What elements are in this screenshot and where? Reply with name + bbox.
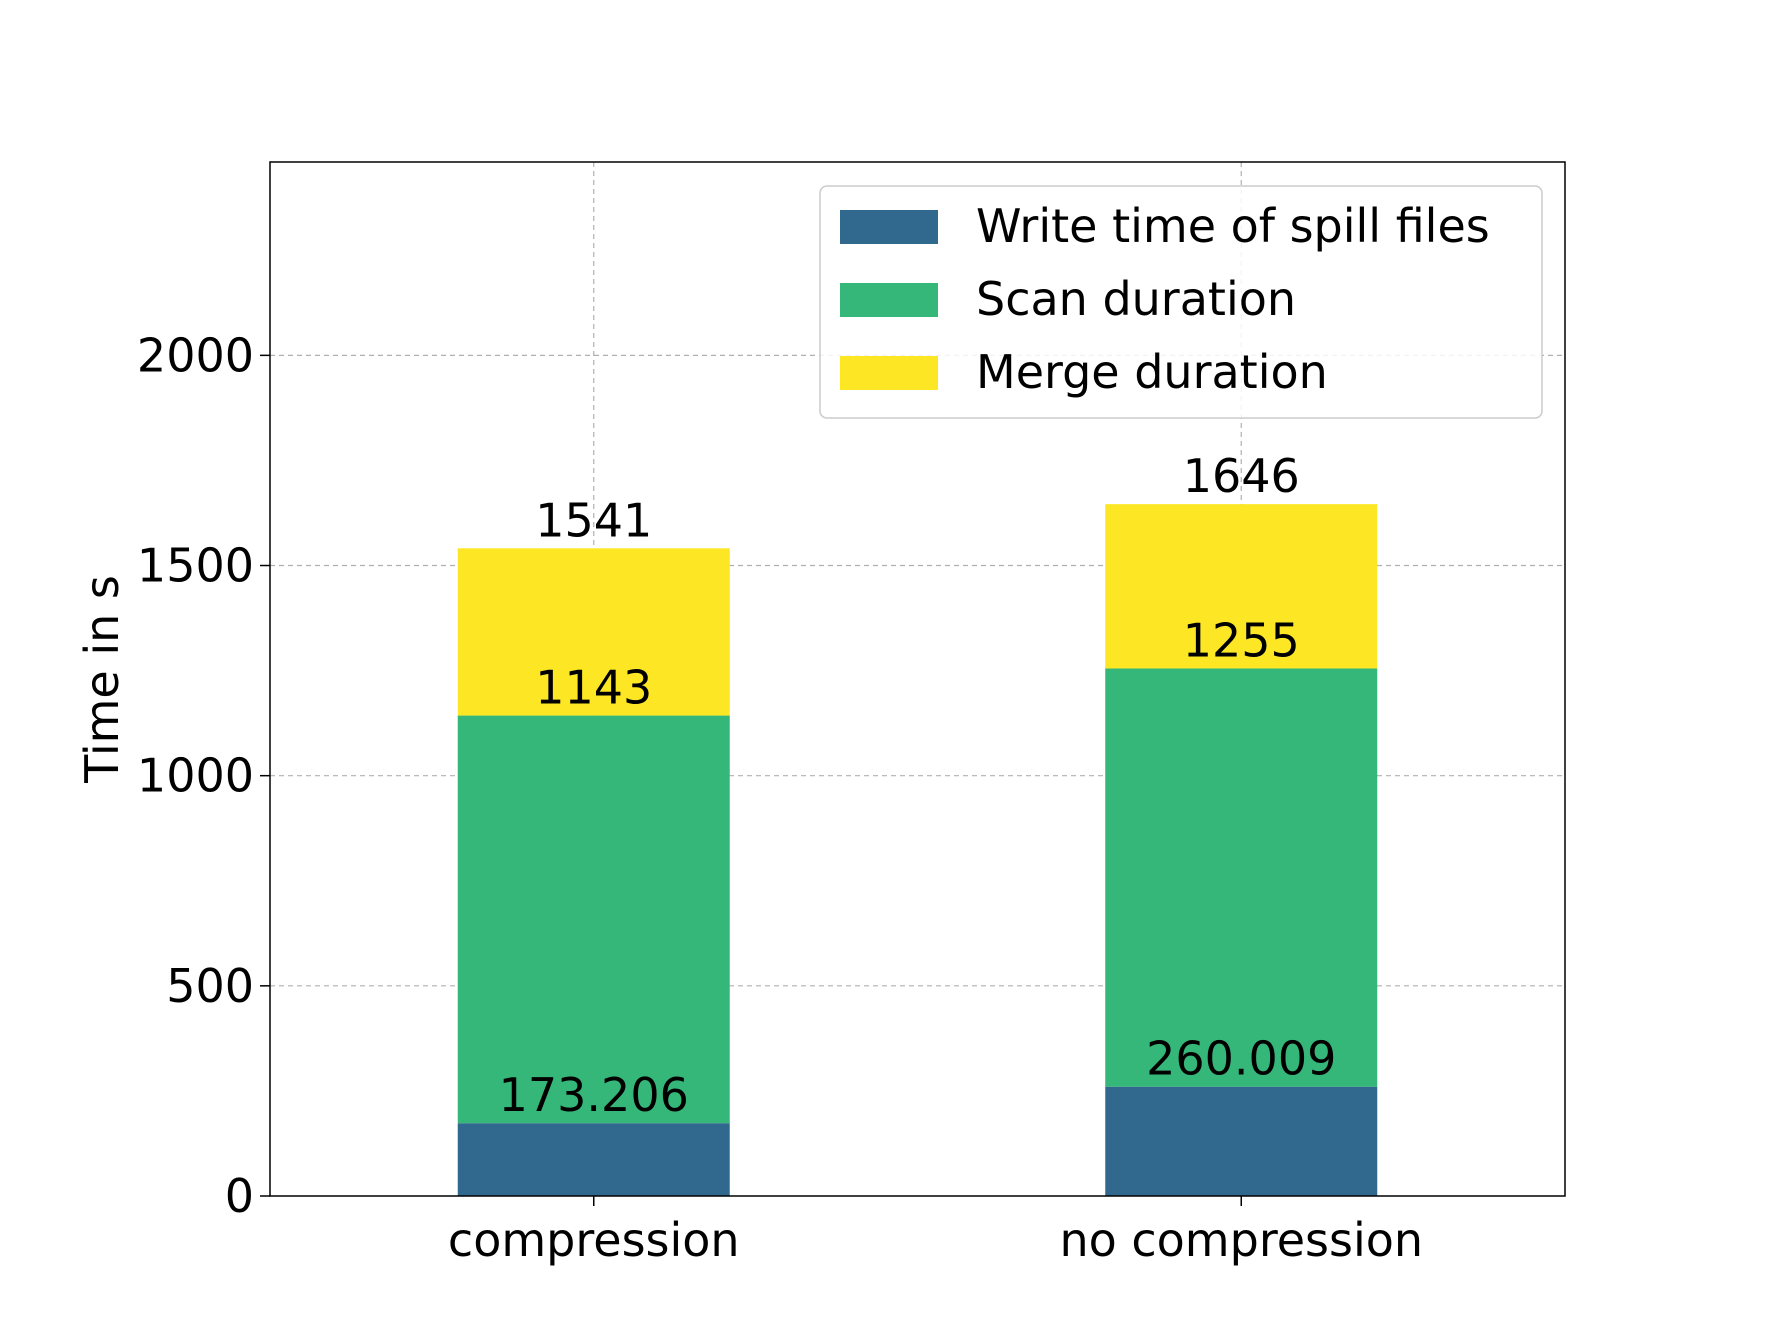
legend-label-1: Write time of spill files [976, 199, 1490, 253]
bar-segment-3-2 [1105, 504, 1378, 669]
y-tick-label-1: 500 [166, 959, 254, 1013]
legend-box [819, 185, 1543, 419]
x-axis-ticks: compression no compression [448, 1196, 1423, 1267]
data-label-1-1: 173.206 [499, 1068, 689, 1122]
bar-segment-3-1 [457, 548, 730, 716]
y-axis-ticks: 0 500 1000 1500 2000 [137, 328, 270, 1223]
bar-segment-2-2 [1105, 668, 1378, 1087]
data-labels: 173.206 1143 1541 260.009 1255 1646 [499, 449, 1337, 1122]
data-label-2-1: 1143 [535, 661, 652, 715]
bar-segment-1-1 [457, 1123, 730, 1196]
legend-label-3: Merge duration [976, 345, 1328, 399]
bar-segment-1-2 [1105, 1086, 1378, 1196]
y-tick-label-2: 1000 [137, 749, 254, 803]
y-tick-label-0: 0 [225, 1169, 254, 1223]
data-label-1-2: 260.009 [1146, 1032, 1336, 1086]
plot-area-frame [269, 161, 1566, 1197]
y-axis-label: Time in s [75, 575, 129, 784]
x-tick-label-0: compression [448, 1213, 740, 1267]
x-tick-label-1: no compression [1059, 1213, 1423, 1267]
bars [457, 504, 1378, 1196]
legend-swatch-3 [840, 356, 938, 390]
data-label-3-2: 1646 [1183, 449, 1300, 503]
legend-swatch-2 [840, 283, 938, 317]
data-label-3-1: 1541 [535, 493, 652, 547]
legend-swatch-1 [840, 210, 938, 244]
data-label-2-2: 1255 [1183, 613, 1300, 667]
legend-label-2: Scan duration [976, 272, 1296, 326]
y-tick-label-3: 1500 [137, 539, 254, 593]
legend: Write time of spill files Scan duration Me… [819, 185, 1543, 419]
y-tick-label-4: 2000 [137, 328, 254, 382]
bar-segment-2-1 [457, 715, 730, 1124]
